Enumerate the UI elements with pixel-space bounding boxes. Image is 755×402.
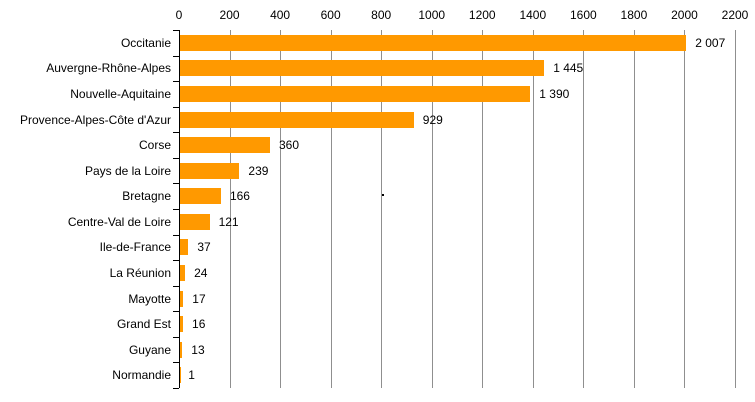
value-label: 239 bbox=[248, 163, 269, 178]
gridline bbox=[633, 30, 635, 388]
bar bbox=[180, 264, 186, 281]
x-tick-label: 1600 bbox=[570, 8, 597, 22]
bar bbox=[180, 213, 210, 230]
y-axis-tick bbox=[173, 311, 179, 312]
x-tick-label: 2000 bbox=[671, 8, 698, 22]
x-tick-label: 2200 bbox=[721, 8, 749, 22]
y-axis-tick bbox=[173, 158, 179, 159]
x-tick-label: 800 bbox=[371, 8, 392, 22]
gridline bbox=[735, 30, 736, 388]
bar bbox=[180, 60, 545, 77]
x-tick-label: 1000 bbox=[418, 8, 446, 22]
x-tick-label: 200 bbox=[219, 8, 240, 22]
bar bbox=[180, 316, 184, 333]
category-label: Provence-Alpes-Côte d'Azur bbox=[19, 112, 171, 127]
category-label: Mayotte bbox=[128, 291, 171, 306]
y-axis-tick bbox=[173, 260, 179, 261]
value-label: 1 bbox=[188, 368, 195, 383]
stray-dot bbox=[382, 194, 384, 196]
bar bbox=[180, 188, 221, 205]
value-label: 17 bbox=[192, 291, 206, 306]
x-tick-label: 0 bbox=[175, 8, 183, 22]
y-axis-tick bbox=[173, 209, 179, 210]
y-axis-tick bbox=[173, 132, 179, 133]
value-label: 2 007 bbox=[695, 35, 726, 50]
gridline bbox=[583, 30, 585, 388]
value-label: 16 bbox=[192, 317, 206, 332]
y-axis-tick bbox=[173, 107, 179, 108]
x-tick-label: 600 bbox=[320, 8, 341, 22]
bar bbox=[180, 341, 183, 358]
y-axis-tick bbox=[173, 56, 179, 57]
y-axis-tick bbox=[173, 235, 179, 236]
category-label: Pays de la Loire bbox=[84, 163, 171, 178]
category-label: Centre-Val de Loire bbox=[67, 214, 171, 229]
category-label: Corse bbox=[138, 138, 171, 153]
category-label: Bretagne bbox=[122, 189, 171, 204]
value-label: 360 bbox=[278, 138, 299, 153]
y-axis-tick bbox=[173, 30, 179, 31]
gridline bbox=[431, 30, 433, 388]
bar bbox=[180, 162, 240, 179]
value-label: 929 bbox=[422, 112, 443, 127]
gridline bbox=[532, 30, 534, 388]
bar bbox=[180, 290, 184, 307]
y-axis-tick bbox=[173, 337, 179, 338]
x-tick-label: 1200 bbox=[468, 8, 496, 22]
category-label: Normandie bbox=[112, 368, 171, 383]
category-label: Ile-de-France bbox=[99, 240, 171, 255]
gridline bbox=[229, 30, 231, 388]
value-label: 13 bbox=[191, 342, 205, 357]
y-axis-tick bbox=[173, 362, 179, 363]
gridline bbox=[381, 30, 383, 388]
value-label: 24 bbox=[194, 265, 208, 280]
bar bbox=[180, 34, 687, 51]
x-tick-label: 1800 bbox=[620, 8, 648, 22]
y-axis-tick bbox=[173, 286, 179, 287]
value-label: 166 bbox=[229, 189, 250, 204]
category-label: Guyane bbox=[128, 342, 171, 357]
bar bbox=[180, 137, 270, 154]
category-label: Nouvelle-Aquitaine bbox=[70, 86, 171, 101]
category-label: Occitanie bbox=[120, 35, 171, 50]
bar bbox=[180, 367, 181, 384]
gridline bbox=[280, 30, 282, 388]
value-label: 1 390 bbox=[539, 86, 570, 101]
gridline bbox=[330, 30, 332, 388]
x-tick-label: 1400 bbox=[519, 8, 547, 22]
x-tick-label: 400 bbox=[270, 8, 291, 22]
y-axis-tick bbox=[173, 183, 179, 184]
bar bbox=[180, 111, 414, 128]
value-label: 1 445 bbox=[553, 61, 584, 76]
category-label: Grand Est bbox=[116, 317, 171, 332]
y-axis-tick bbox=[173, 388, 179, 389]
category-label: La Réunion bbox=[109, 265, 171, 280]
y-axis-tick bbox=[173, 81, 179, 82]
y-axis-line bbox=[179, 30, 180, 388]
gridline bbox=[482, 30, 484, 388]
value-label: 121 bbox=[218, 214, 239, 229]
gridline bbox=[684, 30, 686, 388]
bar bbox=[180, 85, 531, 102]
bar bbox=[180, 239, 189, 256]
category-label: Auvergne-Rhône-Alpes bbox=[46, 61, 171, 76]
value-label: 37 bbox=[197, 240, 211, 255]
